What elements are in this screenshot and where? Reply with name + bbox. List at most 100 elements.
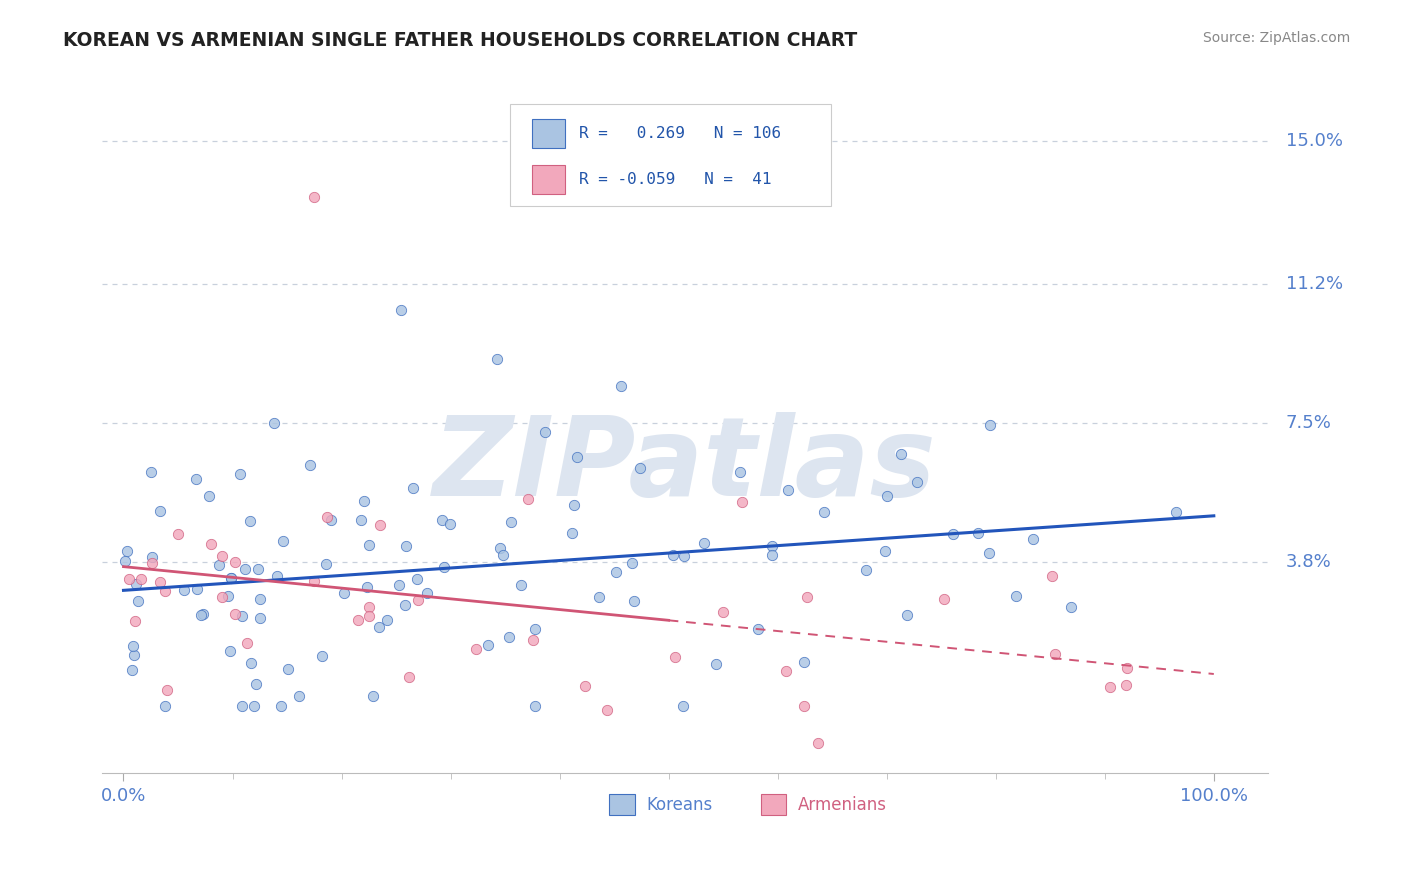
FancyBboxPatch shape (531, 119, 565, 148)
Point (217, 589, 239, 603)
Point (368, 518, 391, 533)
Point (932, 591, 955, 606)
Point (662, 548, 685, 562)
Point (524, 698, 547, 713)
Point (405, 572, 427, 586)
Point (813, 505, 835, 519)
Point (211, 590, 233, 604)
Text: KOREAN VS ARMENIAN SINGLE FATHER HOUSEHOLDS CORRELATION CHART: KOREAN VS ARMENIAN SINGLE FATHER HOUSEHO… (63, 31, 858, 50)
Point (357, 609, 380, 624)
Point (359, 600, 381, 615)
Point (245, 676, 267, 690)
Point (394, 598, 416, 612)
Point (149, 504, 172, 518)
Point (298, 458, 321, 472)
Point (499, 515, 522, 529)
Point (398, 671, 420, 685)
Point (855, 563, 877, 577)
Point (316, 510, 339, 524)
Text: R = -0.059   N =  41: R = -0.059 N = 41 (579, 172, 772, 187)
Point (200, 537, 222, 551)
Point (492, 548, 515, 562)
Text: Koreans: Koreans (647, 796, 713, 814)
FancyBboxPatch shape (531, 165, 565, 194)
Point (761, 548, 783, 562)
Point (430, 513, 453, 527)
Point (311, 649, 333, 664)
Point (240, 656, 263, 670)
Point (266, 568, 288, 582)
Point (121, 663, 143, 677)
Point (229, 467, 252, 481)
FancyBboxPatch shape (609, 795, 636, 815)
Point (388, 578, 411, 592)
Point (156, 683, 179, 698)
Point (347, 613, 370, 627)
Point (1005, 589, 1028, 603)
Point (561, 525, 583, 540)
Point (127, 594, 149, 608)
Point (350, 513, 373, 527)
Point (942, 527, 965, 541)
Point (121, 640, 143, 654)
Point (610, 378, 633, 392)
Point (1164, 505, 1187, 519)
Point (574, 679, 596, 693)
Point (1040, 569, 1063, 583)
Point (1115, 661, 1137, 675)
Point (664, 649, 686, 664)
Point (124, 614, 146, 628)
Point (231, 698, 253, 713)
Point (247, 561, 270, 575)
Text: Armenians: Armenians (799, 796, 887, 814)
Point (776, 483, 799, 497)
Point (967, 525, 990, 540)
Point (124, 577, 146, 591)
Point (243, 698, 266, 713)
Point (166, 527, 188, 541)
Point (588, 590, 610, 604)
Point (173, 582, 195, 597)
Point (395, 539, 418, 553)
Point (402, 481, 425, 495)
Point (302, 574, 325, 588)
Point (775, 664, 797, 678)
Point (141, 549, 163, 564)
Point (219, 571, 242, 585)
Point (1059, 599, 1081, 614)
Point (672, 549, 695, 563)
Point (489, 541, 512, 555)
Point (517, 491, 540, 506)
Point (186, 472, 208, 486)
Text: 7.5%: 7.5% (1286, 414, 1331, 432)
Point (367, 620, 389, 634)
Point (139, 465, 162, 479)
Point (186, 582, 208, 596)
Point (129, 573, 152, 587)
Text: 15.0%: 15.0% (1286, 132, 1343, 150)
Point (124, 648, 146, 662)
Point (406, 592, 429, 607)
Text: ZIPatlas: ZIPatlas (433, 412, 936, 518)
Point (979, 418, 1001, 433)
Text: 11.2%: 11.2% (1286, 275, 1343, 293)
Point (731, 495, 754, 509)
Point (271, 533, 294, 548)
Point (319, 513, 342, 527)
Point (288, 690, 311, 704)
Point (416, 586, 439, 600)
Point (623, 594, 645, 608)
Point (249, 592, 271, 607)
Point (155, 584, 177, 599)
Point (693, 536, 716, 550)
Text: R =   0.269   N = 106: R = 0.269 N = 106 (579, 126, 780, 141)
Point (534, 425, 557, 439)
Point (905, 475, 928, 489)
Point (711, 605, 734, 619)
Point (389, 303, 412, 318)
Point (357, 538, 380, 552)
Point (672, 698, 695, 713)
Point (896, 607, 918, 622)
Point (375, 613, 398, 627)
Point (439, 517, 461, 532)
